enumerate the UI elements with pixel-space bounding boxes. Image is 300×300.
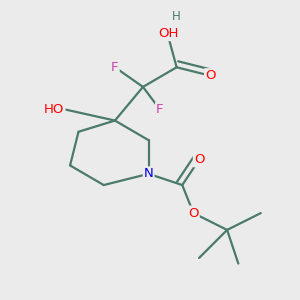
Text: O: O bbox=[194, 153, 204, 166]
Text: O: O bbox=[205, 69, 215, 82]
Text: OH: OH bbox=[158, 27, 178, 40]
Text: O: O bbox=[188, 207, 199, 220]
Text: F: F bbox=[156, 103, 164, 116]
Text: H: H bbox=[172, 10, 181, 23]
Text: F: F bbox=[111, 61, 119, 74]
Text: HO: HO bbox=[44, 103, 64, 116]
Text: N: N bbox=[144, 167, 154, 180]
